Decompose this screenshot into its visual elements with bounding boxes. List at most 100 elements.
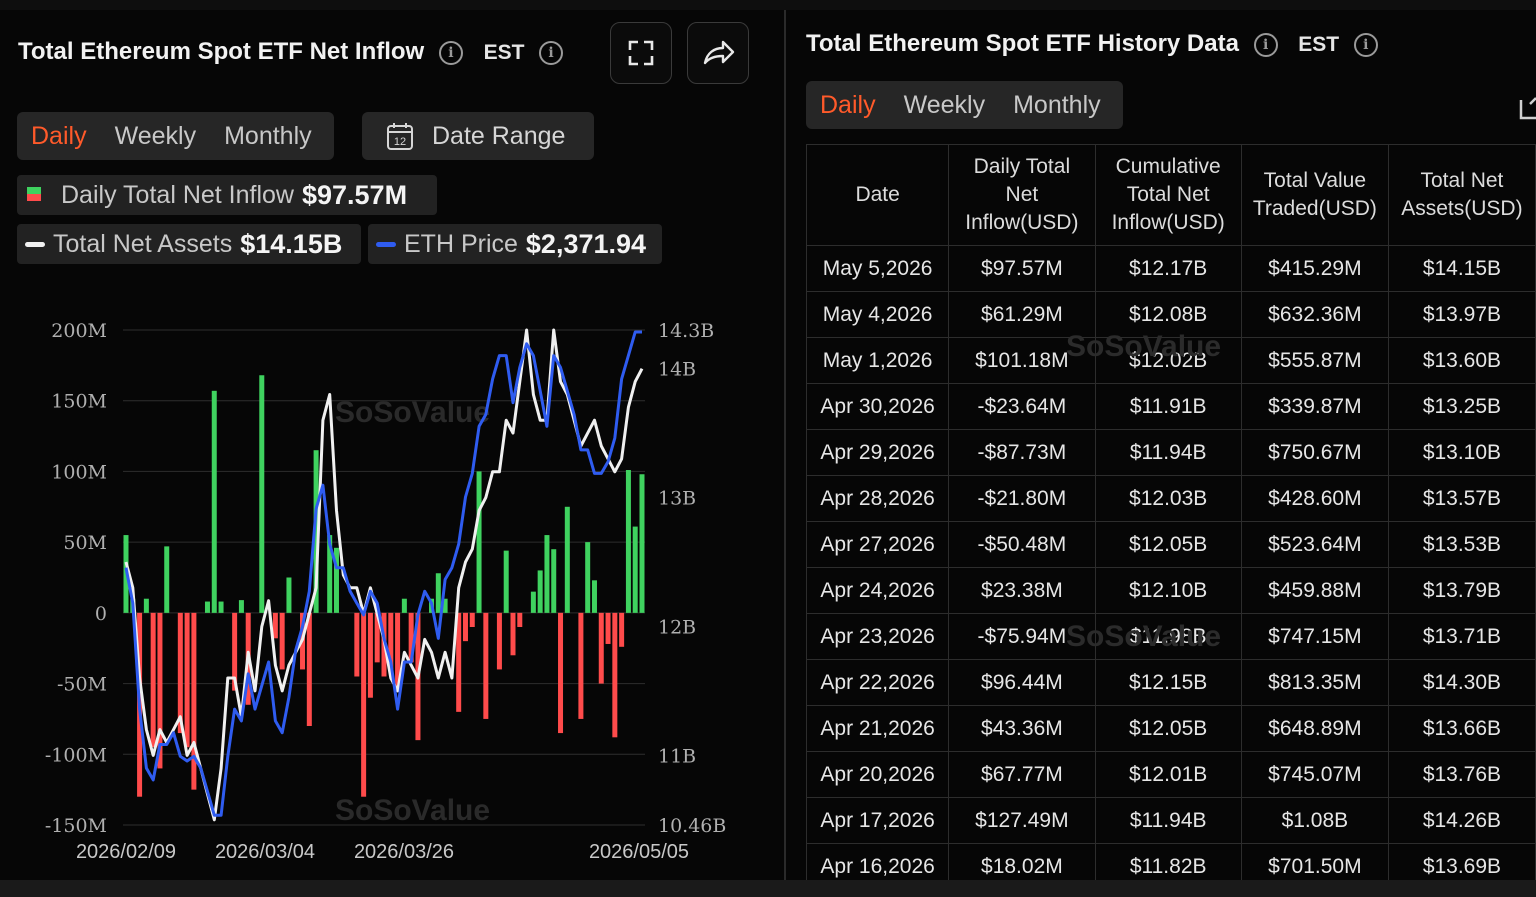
daily-inflow-cell: $96.44M bbox=[948, 659, 1096, 706]
col-total-net-assets-label: Total Net Assets(USD) bbox=[1401, 169, 1523, 220]
cumulative-inflow-cell: $12.15B bbox=[1094, 659, 1242, 706]
inflow-chart[interactable]: 200M 150M 100M 50M 0 -50M -100M -150M 14.3B 14B 13… bbox=[0, 300, 784, 880]
inflow-bar bbox=[184, 612, 190, 748]
col-cumulative-inflow[interactable]: Cumulative Total Net Inflow(USD) bbox=[1094, 144, 1242, 246]
inflow-bar bbox=[598, 612, 604, 684]
col-total-net-assets[interactable]: Total Net Assets(USD) bbox=[1387, 144, 1536, 246]
y2-tick-label: 13B bbox=[658, 488, 696, 510]
cumulative-inflow-cell: $11.98B bbox=[1094, 613, 1242, 660]
inflow-bar bbox=[476, 471, 482, 613]
table-row[interactable]: Apr 21,2026 $43.36M $12.05B $648.89M $13.66B bbox=[805, 705, 1536, 752]
net-inflow-panel: Total Ethereum Spot ETF Net Inflow i EST… bbox=[0, 22, 784, 880]
table-row[interactable]: Apr 24,2026 $23.38M $12.10B $459.88M $13.79B bbox=[805, 567, 1536, 614]
value-traded-cell: $415.29M bbox=[1240, 245, 1389, 292]
cumulative-inflow-cell: $12.01B bbox=[1094, 751, 1242, 798]
table-row[interactable]: Apr 23,2026 -$75.94M $11.98B $747.15M $13.71… bbox=[805, 613, 1536, 660]
fullscreen-button[interactable] bbox=[610, 22, 672, 84]
daily-inflow-cell: -$87.73M bbox=[948, 429, 1096, 476]
table-row[interactable]: Apr 16,2026 $18.02M $11.82B $701.50M $13.69B bbox=[805, 843, 1536, 880]
panel-divider bbox=[784, 10, 786, 880]
history-tab-monthly[interactable]: Monthly bbox=[1013, 90, 1101, 119]
daily-inflow-cell: -$23.64M bbox=[948, 383, 1096, 430]
history-timezone-info-icon[interactable]: i bbox=[1353, 32, 1378, 57]
table-row[interactable]: Apr 27,2026 -$50.48M $12.05B $523.64M $13.53… bbox=[805, 521, 1536, 568]
date-cell: Apr 21,2026 bbox=[805, 705, 950, 752]
net-assets-cell: $13.53B bbox=[1387, 521, 1536, 568]
history-title-row: Total Ethereum Spot ETF History Data i E… bbox=[806, 30, 1378, 58]
inflow-bar bbox=[537, 570, 543, 613]
share-button[interactable] bbox=[687, 22, 749, 84]
daily-inflow-cell: $97.57M bbox=[948, 245, 1096, 292]
y-tick-label: 150M bbox=[51, 391, 107, 413]
table-header-row: Date Daily Total Net Inflow(USD) Cumulat… bbox=[805, 144, 1536, 246]
y-tick-label: -150M bbox=[45, 815, 107, 837]
tab-weekly[interactable]: Weekly bbox=[114, 121, 197, 150]
download-icon[interactable] bbox=[1518, 90, 1536, 122]
table-row[interactable]: Apr 28,2026 -$21.80M $12.03B $428.60M $13.57… bbox=[805, 475, 1536, 522]
inflow-bar bbox=[333, 547, 339, 613]
inflow-bar bbox=[232, 612, 238, 691]
legend-assets[interactable]: Total Net Assets $14.15B bbox=[17, 224, 361, 264]
value-traded-cell: $523.64M bbox=[1240, 521, 1389, 568]
value-traded-cell: $1.08B bbox=[1240, 797, 1389, 844]
legend-price[interactable]: ETH Price $2,371.94 bbox=[368, 224, 662, 264]
net-assets-cell: $13.10B bbox=[1387, 429, 1536, 476]
table-row[interactable]: Apr 30,2026 -$23.64M $11.91B $339.87M $13.25… bbox=[805, 383, 1536, 430]
value-traded-cell: $747.15M bbox=[1240, 613, 1389, 660]
inflow-bar bbox=[388, 612, 394, 670]
chart-watermark: SoSoValue bbox=[335, 396, 490, 429]
history-tab-weekly[interactable]: Weekly bbox=[903, 90, 986, 119]
date-range-label: Date Range bbox=[432, 121, 566, 150]
inflow-bar bbox=[605, 612, 611, 644]
inflow-bar bbox=[435, 573, 441, 613]
table-row[interactable]: Apr 20,2026 $67.77M $12.01B $745.07M $13.76B bbox=[805, 751, 1536, 798]
y2-tick-label: 14.3B bbox=[658, 320, 714, 342]
history-table-body: May 5,2026 $97.57M $12.17B $415.29M $14.15B M… bbox=[805, 245, 1536, 880]
date-range-button[interactable]: 12 Date Range bbox=[362, 112, 594, 160]
eth-price-line bbox=[124, 330, 642, 817]
tab-daily[interactable]: Daily bbox=[31, 121, 87, 150]
net-assets-cell: $13.71B bbox=[1387, 613, 1536, 660]
date-cell: Apr 29,2026 bbox=[805, 429, 950, 476]
inflow-bar bbox=[564, 506, 570, 613]
tab-monthly[interactable]: Monthly bbox=[224, 121, 312, 150]
assets-swatch-icon bbox=[25, 241, 45, 247]
col-total-value-traded-label: Total Value Traded(USD) bbox=[1252, 169, 1377, 220]
value-traded-cell: $339.87M bbox=[1240, 383, 1389, 430]
col-daily-inflow[interactable]: Daily Total Net Inflow(USD) bbox=[948, 144, 1096, 246]
value-traded-cell: $648.89M bbox=[1240, 705, 1389, 752]
table-row[interactable]: Apr 29,2026 -$87.73M $11.94B $750.67M $13.10… bbox=[805, 429, 1536, 476]
inflow-bar bbox=[279, 612, 285, 670]
inflow-bar bbox=[442, 598, 448, 613]
col-date[interactable]: Date bbox=[805, 144, 950, 246]
inflow-bar bbox=[591, 580, 597, 613]
inflow-bar bbox=[306, 612, 312, 726]
history-tab-daily[interactable]: Daily bbox=[820, 90, 876, 119]
daily-inflow-cell: -$21.80M bbox=[948, 475, 1096, 522]
history-info-icon[interactable]: i bbox=[1253, 32, 1278, 57]
timezone-info-icon[interactable]: i bbox=[539, 40, 564, 65]
value-traded-cell: $428.60M bbox=[1240, 475, 1389, 522]
table-row[interactable]: May 4,2026 $61.29M $12.08B $632.36M $13.97B bbox=[805, 291, 1536, 338]
table-row[interactable]: Apr 22,2026 $96.44M $12.15B $813.35M $14.30B bbox=[805, 659, 1536, 706]
inflow-bar bbox=[585, 542, 591, 613]
inflow-bar bbox=[625, 470, 631, 613]
legend-inflow[interactable]: Daily Total Net Inflow $97.57M bbox=[17, 175, 437, 215]
net-assets-cell: $14.15B bbox=[1387, 245, 1536, 292]
col-daily-inflow-label: Daily Total Net Inflow(USD) bbox=[965, 155, 1079, 234]
legend-price-label: ETH Price bbox=[404, 229, 518, 258]
table-row[interactable]: May 5,2026 $97.57M $12.17B $415.29M $14.15B bbox=[805, 245, 1536, 292]
inflow-bar bbox=[612, 612, 618, 738]
table-row[interactable]: Apr 17,2026 $127.49M $11.94B $1.08B $14.26B bbox=[805, 797, 1536, 844]
col-total-value-traded[interactable]: Total Value Traded(USD) bbox=[1240, 144, 1389, 246]
net-assets-cell: $14.26B bbox=[1387, 797, 1536, 844]
value-traded-cell: $555.87M bbox=[1240, 337, 1389, 384]
net-assets-cell: $13.66B bbox=[1387, 705, 1536, 752]
date-cell: Apr 27,2026 bbox=[805, 521, 950, 568]
inflow-bar bbox=[367, 612, 373, 698]
cumulative-inflow-cell: $12.05B bbox=[1094, 705, 1242, 752]
inflow-bar bbox=[313, 450, 319, 613]
daily-inflow-cell: $67.77M bbox=[948, 751, 1096, 798]
info-icon[interactable]: i bbox=[438, 40, 463, 65]
table-row[interactable]: May 1,2026 $101.18M $12.02B $555.87M $13.60B bbox=[805, 337, 1536, 384]
